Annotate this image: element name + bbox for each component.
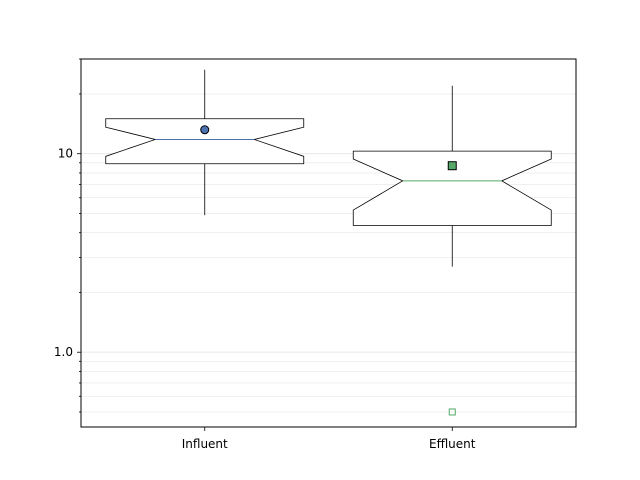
x-tick-label: Effluent xyxy=(429,437,476,451)
x-tick-label: Influent xyxy=(182,437,228,451)
mean-marker xyxy=(447,161,457,171)
y-tick-label: 1.0 xyxy=(54,345,73,359)
box-effluent xyxy=(352,85,552,416)
plot-frame xyxy=(80,58,577,428)
y-tick-label: 10 xyxy=(58,147,73,161)
y-axis: 1.0 10 xyxy=(54,58,81,413)
notched-box xyxy=(352,150,552,226)
grid-lines xyxy=(81,58,576,413)
notched-box xyxy=(105,118,305,165)
box-influent xyxy=(105,69,305,216)
x-axis: Influent Effluent xyxy=(182,427,476,451)
mean-marker xyxy=(200,125,210,135)
outlier-marker xyxy=(448,408,456,416)
box-group xyxy=(105,69,552,416)
